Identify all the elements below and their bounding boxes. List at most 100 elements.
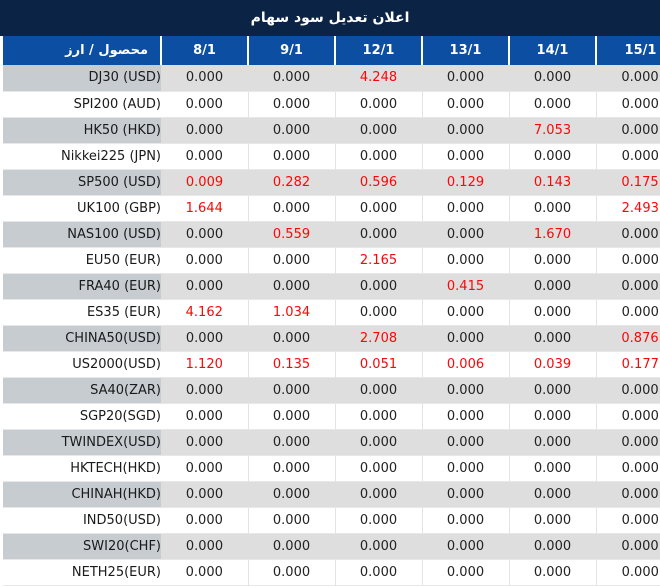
cell-value: 0.000	[161, 559, 249, 586]
cell-value: 2.165	[335, 247, 423, 274]
table-row: US2000(USD) 1.120 0.135 0.051 0.006 0.039 0.17…	[0, 351, 660, 378]
page-title: اعلان تعدیل سود سهام	[250, 10, 410, 26]
cell-value: 0.135	[248, 351, 336, 378]
cell-value: 2.708	[335, 325, 422, 352]
row-label-sa40-zar: SA40(ZAR)	[0, 377, 161, 404]
cell-value: 0.000	[161, 91, 249, 118]
cell-value: 0.415	[422, 273, 509, 300]
cell-value: 0.000	[248, 377, 335, 404]
cell-value: 0.000	[596, 377, 660, 404]
cell-value: 0.000	[248, 507, 336, 534]
cell-value: 0.000	[335, 377, 422, 404]
cell-value: 0.000	[335, 429, 422, 456]
cell-value: 0.000	[248, 195, 336, 222]
cell-value: 0.039	[509, 351, 597, 378]
table-row: UK100 (GBP) 1.644 0.000 0.000 0.000 0.000 2.49…	[0, 195, 660, 222]
cell-value: 0.000	[596, 221, 660, 248]
cell-value: 0.009	[161, 169, 248, 196]
cell-value: 0.000	[509, 481, 596, 508]
cell-value: 0.000	[161, 247, 249, 274]
row-label-sgp20-sgd: SGP20(SGD)	[0, 403, 161, 430]
dividend-adjustment-table: محصول / ارز 8/1 9/1 12/1 13/1 14/1 15/1 …	[0, 36, 660, 586]
row-label-ind50-usd: IND50(USD)	[0, 507, 161, 534]
cell-value: 0.000	[248, 117, 335, 144]
row-label-fra40-eur: FRA40 (EUR)	[0, 273, 161, 300]
table-row: HK50 (HKD) 0.000 0.000 0.000 0.000 7.053 0.000	[0, 117, 660, 144]
cell-value: 0.000	[596, 429, 660, 456]
cell-value: 0.000	[422, 91, 510, 118]
table-row: DJ30 (USD) 0.000 0.000 4.248 0.000 0.000 0.000	[0, 65, 660, 92]
cell-value: 0.282	[248, 169, 335, 196]
cell-value: 0.000	[422, 143, 510, 170]
cell-value: 0.000	[509, 533, 596, 560]
cell-value: 0.000	[335, 507, 423, 534]
cell-value: 0.000	[422, 455, 510, 482]
cell-value: 0.000	[509, 91, 597, 118]
row-label-nikkei225-jpn: Nikkei225 (JPN)	[0, 143, 161, 170]
column-header-date-4: 13/1	[422, 36, 510, 65]
row-label-es35-eur: ES35 (EUR)	[0, 299, 161, 326]
cell-value: 0.000	[422, 325, 509, 352]
table-row: SWI20(CHF) 0.000 0.000 0.000 0.000 0.000 0.000	[0, 533, 660, 560]
cell-value: 0.596	[335, 169, 422, 196]
cell-value: 0.000	[422, 247, 510, 274]
cell-value: 0.000	[596, 403, 660, 430]
cell-value: 0.000	[422, 65, 509, 92]
table-header: محصول / ارز 8/1 9/1 12/1 13/1 14/1 15/1	[0, 36, 660, 65]
cell-value: 0.000	[596, 65, 660, 92]
cell-value: 0.000	[335, 455, 423, 482]
cell-value: 1.644	[161, 195, 249, 222]
row-label-twindex-usd: TWINDEX(USD)	[0, 429, 161, 456]
cell-value: 0.000	[422, 195, 510, 222]
row-label-neth25-eur: NETH25(EUR)	[0, 559, 161, 586]
cell-value: 0.177	[596, 351, 660, 378]
cell-value: 0.000	[335, 481, 422, 508]
table-row: FRA40 (EUR) 0.000 0.000 0.000 0.415 0.000 0.00…	[0, 273, 660, 300]
cell-value: 0.000	[422, 481, 509, 508]
column-header-date-1: 8/1	[161, 36, 249, 65]
row-label-eu50-eur: EU50 (EUR)	[0, 247, 161, 274]
table-row: SGP20(SGD) 0.000 0.000 0.000 0.000 0.000 0.000	[0, 403, 660, 430]
column-header-date-5: 14/1	[509, 36, 597, 65]
table-row: SP500 (USD) 0.009 0.282 0.596 0.129 0.143 0.17…	[0, 169, 660, 196]
table-row: Nikkei225 (JPN) 0.000 0.000 0.000 0.000 0.000…	[0, 143, 660, 170]
cell-value: 0.006	[422, 351, 510, 378]
cell-value: 0.000	[335, 403, 423, 430]
column-header-product-currency: محصول / ارز	[0, 36, 162, 65]
table-row: HKTECH(HKD) 0.000 0.000 0.000 0.000 0.000 0.00…	[0, 455, 660, 482]
cell-value: 1.670	[509, 221, 596, 248]
cell-value: 0.000	[161, 273, 248, 300]
cell-value: 0.000	[509, 403, 597, 430]
row-label-dj30-usd: DJ30 (USD)	[0, 65, 161, 92]
cell-value: 0.000	[248, 325, 335, 352]
cell-value: 0.000	[335, 143, 423, 170]
table-row: IND50(USD) 0.000 0.000 0.000 0.000 0.000 0.000	[0, 507, 660, 534]
cell-value: 0.000	[161, 143, 249, 170]
cell-value: 0.000	[248, 533, 335, 560]
row-label-spi200-aud: SPI200 (AUD)	[0, 91, 161, 118]
cell-value: 0.000	[248, 91, 336, 118]
cell-value: 0.000	[335, 221, 422, 248]
cell-value: 2.493	[596, 195, 660, 222]
cell-value: 0.000	[161, 533, 248, 560]
cell-value: 0.129	[422, 169, 509, 196]
column-header-date-3: 12/1	[335, 36, 423, 65]
cell-value: 0.000	[509, 273, 596, 300]
cell-value: 0.000	[248, 273, 335, 300]
table-body: DJ30 (USD) 0.000 0.000 4.248 0.000 0.000 0.000…	[0, 65, 660, 586]
cell-value: 0.000	[422, 377, 509, 404]
cell-value: 0.000	[509, 429, 596, 456]
cell-value: 0.143	[509, 169, 596, 196]
cell-value: 0.000	[509, 195, 597, 222]
cell-value: 0.000	[335, 559, 423, 586]
cell-value: 4.248	[335, 65, 422, 92]
row-label-nas100-usd: NAS100 (USD)	[0, 221, 161, 248]
cell-value: 0.000	[422, 299, 510, 326]
cell-value: 0.000	[335, 273, 422, 300]
cell-value: 1.034	[248, 299, 336, 326]
cell-value: 0.000	[596, 143, 660, 170]
page-title-bar: اعلان تعدیل سود سهام	[0, 0, 660, 36]
cell-value: 0.051	[335, 351, 423, 378]
cell-value: 0.000	[509, 247, 597, 274]
